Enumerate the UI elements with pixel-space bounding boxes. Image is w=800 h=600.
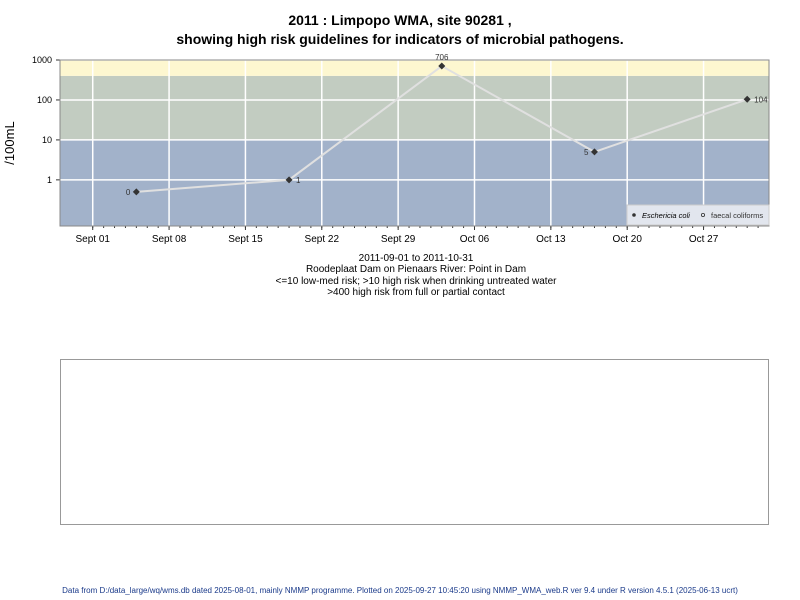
- risk-note-2: >400 high risk from full or partial cont…: [327, 287, 505, 298]
- ecoli-point: [132, 188, 140, 196]
- x-tick-label: Oct 06: [460, 234, 490, 245]
- y-tick-label: 100: [37, 95, 52, 105]
- y-axis-label: /100mL: [2, 121, 17, 164]
- ecoli-point: [285, 176, 293, 184]
- footer-note: Data from D:/data_large/wq/wms.db dated …: [62, 586, 738, 595]
- date-range: 2011-09-01 to 2011-10-31: [358, 253, 474, 264]
- x-tick-label: Sept 29: [381, 234, 416, 245]
- x-tick-label: Oct 13: [536, 234, 566, 245]
- legend-ecoli-marker: [632, 213, 636, 217]
- legend-box: [626, 204, 770, 226]
- chart-title-line2: showing high risk guidelines for indicat…: [176, 31, 624, 47]
- x-tick-label: Sept 01: [75, 234, 110, 245]
- chart-title-line1: 2011 : Limpopo WMA, site 90281 ,: [288, 12, 512, 28]
- x-tick-label: Sept 22: [305, 234, 340, 245]
- x-tick-label: Sept 08: [152, 234, 187, 245]
- y-tick-label: 10: [42, 135, 52, 145]
- point-label: 5: [584, 148, 589, 157]
- y-tick-label: 1000: [32, 55, 52, 65]
- point-label: 1: [296, 176, 301, 185]
- site-description: Roodeplaat Dam on Pienaars River: Point …: [305, 264, 527, 275]
- ecoli-point: [590, 148, 598, 156]
- legend-faecal-marker: [701, 212, 706, 217]
- risk-note-1: <=10 low-med risk; >10 high risk when dr…: [275, 276, 557, 287]
- point-label: 706: [435, 53, 449, 62]
- point-label: 104: [754, 95, 768, 104]
- legend-faecal-label: faecal coliforms: [711, 211, 763, 220]
- point-label: 0: [126, 188, 131, 197]
- chart: Sept 01 Sept 08 Sept 15 Sept 22 Sept 29 Oct 0…: [2, 53, 770, 245]
- ecoli-point: [438, 62, 446, 70]
- legend-ecoli-label: Eschericia coli: [642, 211, 690, 220]
- risk-band-2: [60, 60, 769, 76]
- empty-plot-panel: [60, 359, 769, 525]
- x-tick-label: Oct 20: [612, 234, 642, 245]
- x-tick-label: Sept 15: [228, 234, 263, 245]
- y-tick-label: 1: [47, 175, 52, 185]
- ecoli-point: [743, 95, 751, 103]
- plot-frame: [59, 59, 770, 227]
- x-tick-label: Oct 27: [689, 234, 719, 245]
